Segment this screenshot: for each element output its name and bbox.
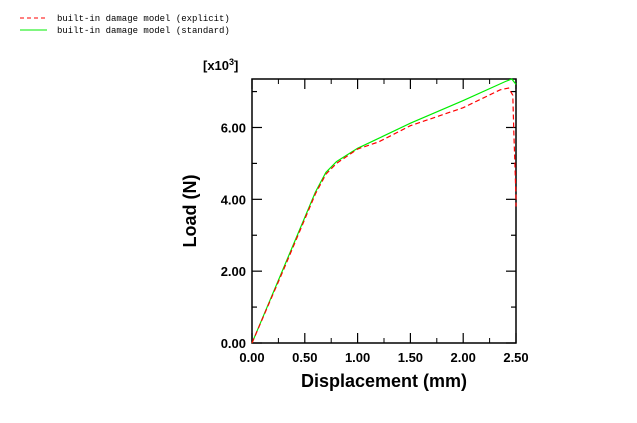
x-tick-label: 2.00 <box>451 350 476 365</box>
series-line <box>251 78 517 344</box>
x-tick-label: 1.00 <box>345 350 370 365</box>
x-tick-label: 2.50 <box>503 350 528 365</box>
x-tick-label: 1.50 <box>398 350 423 365</box>
y-axis-label: Load (N) <box>180 175 200 248</box>
x-tick-label: 0.00 <box>239 350 264 365</box>
y-tick-label: 4.00 <box>221 192 246 207</box>
y-tick-label: 2.00 <box>221 264 246 279</box>
legend-label: built-in damage model (explicit) <box>57 14 230 24</box>
legend: built-in damage model (explicit) built-in… <box>20 14 230 36</box>
plot-area: 0.00 0.50 1.00 1.50 2.00 2.50 0.00 2.00 4.00 6.00… <box>180 57 529 391</box>
plot-frame <box>251 78 517 344</box>
x-axis-label: Displacement (mm) <box>301 371 467 391</box>
y-multiplier: [x103] <box>203 57 238 73</box>
legend-label: built-in damage model (standard) <box>57 26 230 36</box>
x-tick-label: 0.50 <box>292 350 317 365</box>
y-tick-label: 6.00 <box>221 120 246 135</box>
series-line <box>251 87 517 344</box>
y-tick-label: 0.00 <box>221 336 246 351</box>
